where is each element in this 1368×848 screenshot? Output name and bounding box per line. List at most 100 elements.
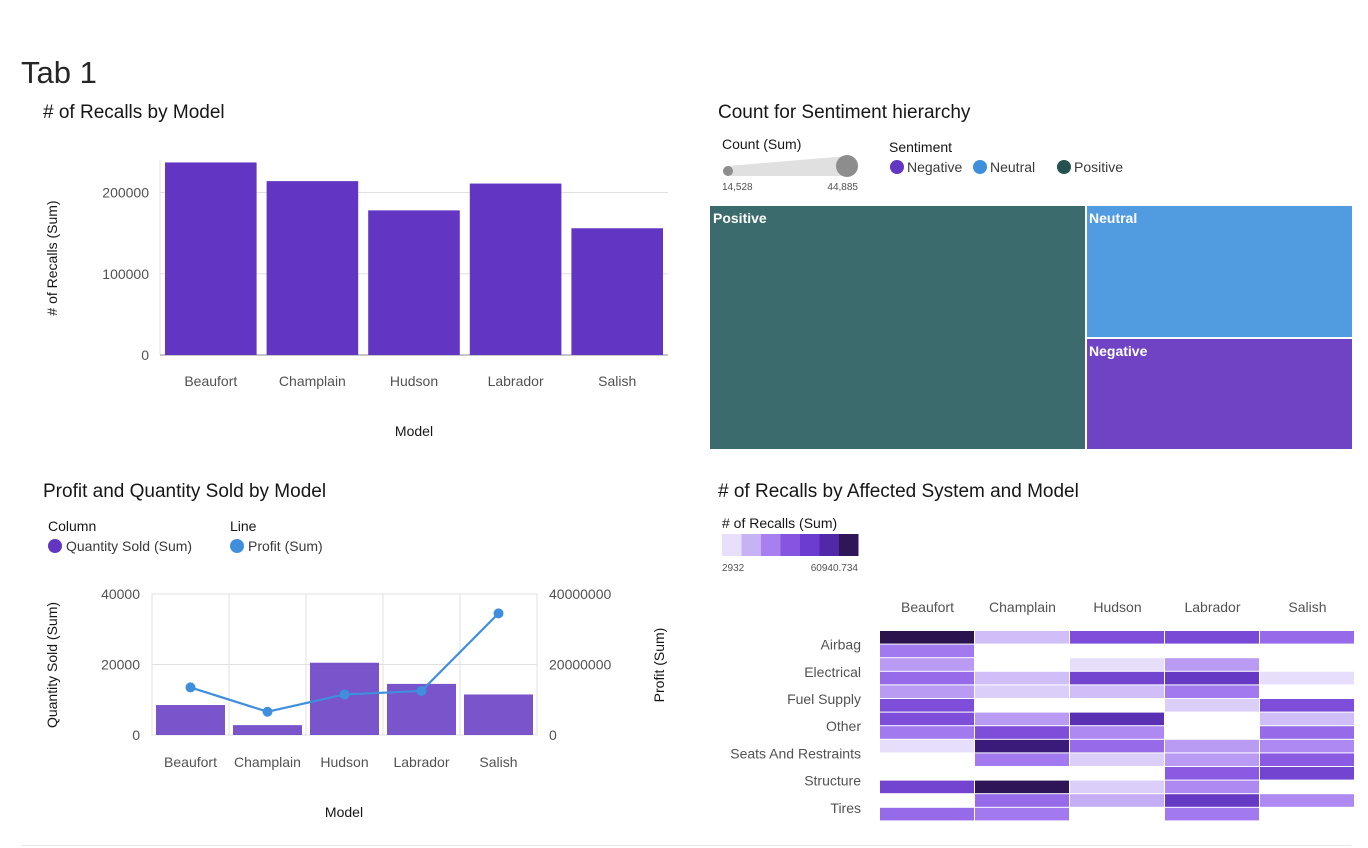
heatmap-legend-swatch bbox=[722, 534, 742, 556]
bar[interactable] bbox=[165, 162, 257, 355]
heatmap-cell[interactable] bbox=[1070, 671, 1164, 685]
heatmap-cell[interactable] bbox=[1260, 794, 1354, 807]
heatmap-cell[interactable] bbox=[880, 699, 974, 712]
heatmap-legend-swatch bbox=[741, 534, 761, 556]
bar[interactable] bbox=[469, 183, 562, 355]
heatmap-cell[interactable] bbox=[975, 726, 1069, 739]
heatmap-cell[interactable] bbox=[880, 807, 974, 821]
heatmap-cell[interactable] bbox=[1260, 671, 1354, 685]
heatmap-cell[interactable] bbox=[1260, 631, 1354, 644]
heatmap-cell[interactable] bbox=[1260, 699, 1354, 712]
page-title: Tab 1 bbox=[21, 55, 97, 90]
heatmap-cell[interactable] bbox=[1260, 726, 1354, 739]
heatmap-cell[interactable] bbox=[880, 767, 974, 780]
heatmap-cell[interactable] bbox=[1260, 780, 1354, 794]
heatmap-cell[interactable] bbox=[975, 644, 1069, 658]
legend-positive-label[interactable]: Positive bbox=[1074, 159, 1123, 175]
heatmap-cell[interactable] bbox=[975, 739, 1069, 753]
quantity-bar[interactable] bbox=[464, 694, 533, 735]
heatmap-cell[interactable] bbox=[1165, 807, 1259, 821]
heatmap-cell[interactable] bbox=[975, 685, 1069, 698]
quantity-bar[interactable] bbox=[156, 705, 225, 735]
bar[interactable] bbox=[368, 210, 460, 355]
heatmap-cell[interactable] bbox=[880, 794, 974, 807]
profit-point[interactable] bbox=[262, 706, 273, 717]
heatmap-cell[interactable] bbox=[880, 712, 974, 726]
profit-point[interactable] bbox=[416, 685, 427, 696]
heatmap-cell[interactable] bbox=[1070, 753, 1164, 766]
heatmap-cell[interactable] bbox=[1165, 644, 1259, 658]
heatmap-cell[interactable] bbox=[1070, 712, 1164, 726]
profit-point[interactable] bbox=[493, 608, 504, 619]
legend-quantity-dot bbox=[48, 539, 62, 553]
heatmap-cell[interactable] bbox=[975, 658, 1069, 671]
heatmap-cell[interactable] bbox=[1165, 699, 1259, 712]
legend-neutral-label[interactable]: Neutral bbox=[990, 159, 1035, 175]
heatmap-cell[interactable] bbox=[1165, 767, 1259, 780]
treemap-tile-negative[interactable] bbox=[1087, 339, 1352, 449]
profit-point[interactable] bbox=[185, 682, 196, 693]
heatmap-cell[interactable] bbox=[880, 780, 974, 794]
heatmap-cell[interactable] bbox=[1260, 739, 1354, 753]
heatmap-cell[interactable] bbox=[880, 631, 974, 644]
heatmap-cell[interactable] bbox=[1260, 712, 1354, 726]
heatmap-cell[interactable] bbox=[1165, 726, 1259, 739]
heatmap-cell[interactable] bbox=[1165, 753, 1259, 766]
treemap-tile-neutral[interactable] bbox=[1087, 206, 1352, 337]
heatmap-column-label: Beaufort bbox=[901, 599, 954, 615]
heatmap-cell[interactable] bbox=[1070, 658, 1164, 671]
profit-point[interactable] bbox=[339, 689, 350, 700]
heatmap-cell[interactable] bbox=[975, 712, 1069, 726]
legend-column-title: Column bbox=[48, 518, 96, 534]
heatmap-cell[interactable] bbox=[975, 794, 1069, 807]
heatmap-cell[interactable] bbox=[1165, 739, 1259, 753]
heatmap-cell[interactable] bbox=[1165, 780, 1259, 794]
heatmap-cell[interactable] bbox=[880, 658, 974, 671]
legend-negative-label[interactable]: Negative bbox=[907, 159, 962, 175]
heatmap-cell[interactable] bbox=[1070, 631, 1164, 644]
heatmap-cell[interactable] bbox=[1165, 671, 1259, 685]
heatmap-cell[interactable] bbox=[880, 753, 974, 766]
heatmap-cell[interactable] bbox=[1070, 699, 1164, 712]
heatmap-cell[interactable] bbox=[1070, 739, 1164, 753]
quantity-bar[interactable] bbox=[233, 725, 302, 735]
heatmap-cell[interactable] bbox=[880, 685, 974, 698]
heatmap-cell[interactable] bbox=[1165, 631, 1259, 644]
heatmap-cell[interactable] bbox=[1260, 644, 1354, 658]
heatmap-cell[interactable] bbox=[1165, 685, 1259, 698]
heatmap-cell[interactable] bbox=[880, 739, 974, 753]
heatmap-cell[interactable] bbox=[1070, 767, 1164, 780]
heatmap-cell[interactable] bbox=[975, 780, 1069, 794]
heatmap-cell[interactable] bbox=[880, 644, 974, 658]
heatmap-cell[interactable] bbox=[1165, 794, 1259, 807]
bar[interactable] bbox=[266, 181, 359, 355]
heatmap-cell[interactable] bbox=[975, 631, 1069, 644]
x-tick-label: Salish bbox=[598, 373, 636, 389]
heatmap-cell[interactable] bbox=[1070, 644, 1164, 658]
treemap-tile-positive[interactable] bbox=[710, 206, 1085, 449]
heatmap-row-label: Airbag bbox=[821, 637, 861, 653]
heatmap-cell[interactable] bbox=[1260, 753, 1354, 766]
heatmap-cell[interactable] bbox=[1070, 685, 1164, 698]
legend-profit-label[interactable]: Profit (Sum) bbox=[248, 538, 323, 554]
heatmap-column-label: Labrador bbox=[1184, 599, 1240, 615]
heatmap-cell[interactable] bbox=[1165, 712, 1259, 726]
heatmap-cell[interactable] bbox=[1070, 780, 1164, 794]
legend-quantity-label[interactable]: Quantity Sold (Sum) bbox=[66, 538, 192, 554]
heatmap-cell[interactable] bbox=[1260, 685, 1354, 698]
heatmap-cell[interactable] bbox=[975, 699, 1069, 712]
heatmap-cell[interactable] bbox=[1260, 658, 1354, 671]
heatmap-cell[interactable] bbox=[1165, 658, 1259, 671]
heatmap-cell[interactable] bbox=[975, 671, 1069, 685]
bar[interactable] bbox=[571, 228, 663, 355]
heatmap-cell[interactable] bbox=[975, 767, 1069, 780]
heatmap-cell[interactable] bbox=[1260, 767, 1354, 780]
heatmap-cell[interactable] bbox=[1070, 807, 1164, 821]
heatmap-cell[interactable] bbox=[1070, 726, 1164, 739]
heatmap-cell[interactable] bbox=[975, 807, 1069, 821]
heatmap-cell[interactable] bbox=[1260, 807, 1354, 821]
heatmap-cell[interactable] bbox=[975, 753, 1069, 766]
heatmap-cell[interactable] bbox=[880, 671, 974, 685]
heatmap-cell[interactable] bbox=[880, 726, 974, 739]
heatmap-cell[interactable] bbox=[1070, 794, 1164, 807]
